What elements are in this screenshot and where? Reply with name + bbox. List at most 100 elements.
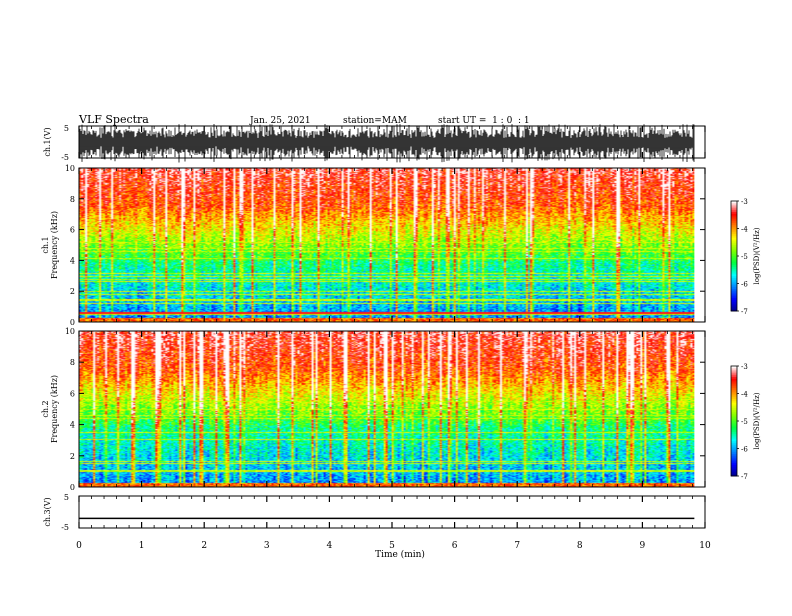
colorbar-segment bbox=[731, 457, 737, 460]
station-label: station=MAM bbox=[343, 116, 407, 126]
colorbar-segment bbox=[731, 454, 737, 457]
colorbar-segment bbox=[731, 235, 737, 239]
colorbar-segment bbox=[731, 281, 737, 284]
colorbar-tick-label: -6 bbox=[741, 281, 748, 289]
colorbar-segment bbox=[731, 276, 737, 279]
colorbar-segment bbox=[731, 402, 737, 405]
colorbar-segment bbox=[731, 285, 737, 288]
colorbar-segment bbox=[731, 470, 737, 473]
colorbar-segment bbox=[731, 201, 737, 204]
ch2-spec-ytick-label: 8 bbox=[70, 358, 75, 367]
ch1-colorbar: -3 -4 -5 -6 -7 log(PSD)(V²/Hz) bbox=[730, 198, 761, 316]
colorbar-segment bbox=[731, 389, 737, 393]
colorbar-segment bbox=[731, 450, 737, 453]
colorbar-segment bbox=[731, 426, 737, 429]
colorbar-tick-label: -5 bbox=[741, 253, 748, 261]
time-axis-ticks bbox=[78, 126, 706, 528]
x-tick-label: 6 bbox=[452, 541, 458, 551]
colorbar-segment bbox=[731, 395, 737, 398]
colorbar-segment bbox=[731, 237, 737, 240]
colorbar-segment bbox=[731, 373, 737, 376]
colorbar-tick-label: -3 bbox=[741, 363, 748, 371]
colorbar-segment bbox=[731, 369, 737, 372]
colorbar-segment bbox=[731, 474, 737, 477]
colorbar-segment bbox=[731, 261, 737, 264]
colorbar-segment bbox=[731, 465, 737, 468]
colorbar-segment bbox=[731, 292, 737, 295]
colorbar-segment bbox=[731, 202, 737, 206]
colorbar-segment bbox=[731, 257, 737, 261]
colorbar-segment bbox=[731, 413, 737, 416]
ch1-spec-ytick-label: 10 bbox=[65, 164, 75, 173]
date-label: Jan. 25, 2021 bbox=[249, 116, 311, 126]
colorbar-segment bbox=[731, 461, 737, 464]
colorbar-segment bbox=[731, 272, 737, 275]
colorbar-segment bbox=[731, 252, 737, 255]
start-ut-label: start UT = 1 : 0 : 1 bbox=[438, 116, 530, 126]
colorbar-segment bbox=[731, 382, 737, 385]
colorbar-segment bbox=[731, 435, 737, 438]
colorbar-segment bbox=[731, 406, 737, 409]
ch2-spec-ytick-label: 6 bbox=[70, 389, 75, 398]
ch1-spec-ytick-label: 8 bbox=[70, 195, 75, 204]
colorbar-segment bbox=[731, 290, 737, 294]
colorbar-segment bbox=[731, 215, 737, 218]
colorbar-segment bbox=[731, 444, 737, 448]
colorbar-segment bbox=[731, 204, 737, 207]
colorbar-segment bbox=[731, 455, 737, 459]
colorbar-segment bbox=[731, 422, 737, 426]
ch1-ylabel: ch.1(V) bbox=[43, 127, 52, 156]
x-tick-label: 10 bbox=[699, 541, 711, 551]
colorbar-segment bbox=[731, 228, 737, 231]
ch3-ylabel: ch.3(V) bbox=[43, 497, 52, 526]
ch1-waveform-panel: 5 -5 ch.1(V) bbox=[43, 124, 706, 163]
colorbar-segment bbox=[731, 393, 737, 396]
ch2-colorbar: -3 -4 -5 -6 -7 log(PSD)(V²/Hz) bbox=[730, 363, 761, 481]
colorbar-segment bbox=[731, 419, 737, 422]
colorbar-segment bbox=[731, 223, 737, 226]
colorbar-segment bbox=[731, 300, 737, 303]
colorbar-segment bbox=[731, 411, 737, 415]
ch1-spec-ylabel-ch: ch.1 bbox=[41, 236, 50, 253]
ch1-spec-ytick-label: 6 bbox=[70, 226, 75, 235]
colorbar-segment bbox=[731, 221, 737, 224]
colorbar-segment bbox=[731, 448, 737, 451]
colorbar-segment bbox=[731, 268, 737, 272]
colorbar-segment bbox=[731, 459, 737, 462]
ch1-spec-ytick-label: 4 bbox=[70, 256, 75, 265]
colorbar-tick-label: -3 bbox=[741, 198, 748, 206]
colorbar-segment bbox=[731, 437, 737, 440]
colorbar-segment bbox=[731, 224, 737, 228]
colorbar-segment bbox=[731, 366, 737, 369]
ch2-spec-ytick-label: 10 bbox=[65, 327, 75, 336]
colorbar-segment bbox=[731, 259, 737, 262]
colorbar-segment bbox=[731, 303, 737, 306]
time-axis-labels: 0 1 2 3 4 5 6 7 8 9 10 bbox=[76, 541, 711, 551]
x-tick-label: 1 bbox=[139, 541, 145, 551]
colorbar-segment bbox=[731, 289, 737, 292]
colorbar-tick-label: -7 bbox=[741, 473, 748, 481]
colorbar-segment bbox=[731, 263, 737, 266]
colorbar-segment bbox=[731, 417, 737, 420]
ch1-spectrogram-panel: 0 2 4 6 8 10 ch.1 Frequency (kHz) bbox=[41, 164, 706, 327]
colorbar-segment bbox=[731, 463, 737, 466]
x-axis-label: Time (min) bbox=[375, 549, 425, 560]
ch2-spec-ylabel-freq: Frequency (kHz) bbox=[50, 375, 59, 443]
ch3-ytick-bottom: -5 bbox=[61, 523, 69, 532]
colorbar-segment bbox=[731, 287, 737, 290]
x-tick-label: 0 bbox=[76, 541, 82, 551]
colorbar-segment bbox=[731, 397, 737, 400]
colorbar-segment bbox=[731, 274, 737, 277]
colorbar-segment bbox=[731, 256, 737, 259]
colorbar-segment bbox=[731, 212, 737, 215]
ch2-spec-ytick-label: 0 bbox=[70, 483, 75, 492]
ch2-spectrogram-panel: 0 2 4 6 8 10 ch.2 Frequency (kHz) bbox=[41, 327, 706, 492]
colorbar-segment bbox=[731, 226, 737, 229]
x-tick-label: 3 bbox=[264, 541, 270, 551]
ch2-spec-ytick-label: 4 bbox=[70, 421, 75, 430]
colorbar-segment bbox=[731, 206, 737, 209]
colorbar-tick-label: -4 bbox=[741, 391, 748, 399]
colorbar-segment bbox=[731, 213, 737, 217]
